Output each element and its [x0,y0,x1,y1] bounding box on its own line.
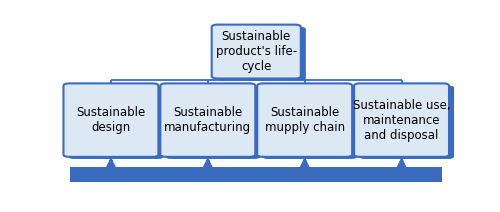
Text: Sustainable
product's life-
cycle: Sustainable product's life- cycle [216,30,297,73]
FancyBboxPatch shape [68,85,164,159]
FancyBboxPatch shape [359,85,454,159]
FancyBboxPatch shape [216,27,306,81]
FancyBboxPatch shape [160,83,256,157]
Text: Sustainable
design: Sustainable design [76,106,146,134]
Text: Sustainable use,
maintenance
and disposal: Sustainable use, maintenance and disposa… [353,99,450,142]
Text: Sustainable
manufacturing: Sustainable manufacturing [164,106,252,134]
Text: Sustainable
mupply chain: Sustainable mupply chain [264,106,345,134]
FancyBboxPatch shape [257,83,352,157]
FancyBboxPatch shape [166,85,260,159]
FancyBboxPatch shape [262,85,357,159]
FancyBboxPatch shape [354,83,449,157]
FancyBboxPatch shape [212,25,301,78]
FancyBboxPatch shape [64,83,158,157]
Bar [70,167,442,182]
